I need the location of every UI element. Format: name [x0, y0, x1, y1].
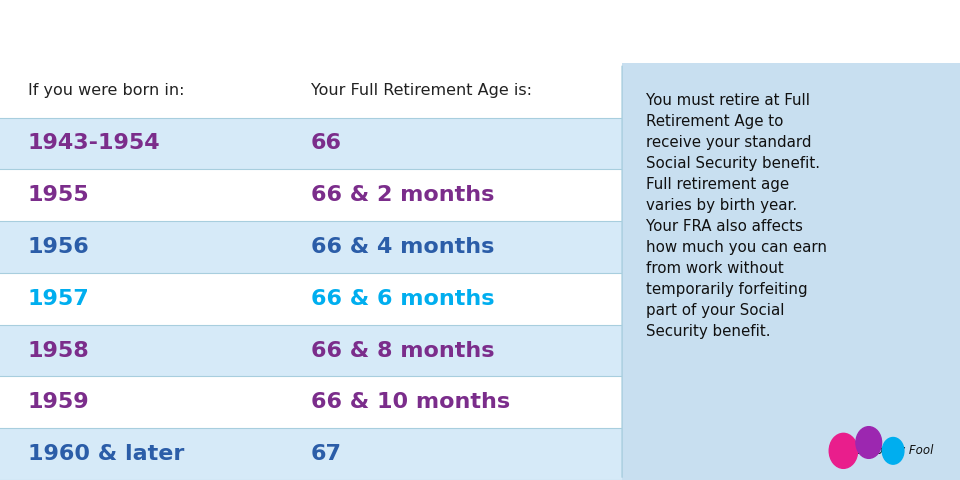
Text: 1943-1954: 1943-1954: [28, 133, 160, 154]
Circle shape: [856, 427, 881, 458]
Text: 1957: 1957: [28, 289, 89, 309]
Text: 67: 67: [311, 444, 342, 464]
Bar: [0, 169, 622, 221]
Text: 1955: 1955: [28, 185, 89, 205]
Bar: [0, 221, 622, 273]
Bar: [0, 324, 622, 376]
Text: If you were born in:: If you were born in:: [28, 83, 184, 98]
Circle shape: [829, 433, 857, 468]
Text: The Motley Fool: The Motley Fool: [840, 444, 933, 457]
Text: 1960 & later: 1960 & later: [28, 444, 184, 464]
Text: Your Full Retirement Age is:: Your Full Retirement Age is:: [311, 83, 532, 98]
Text: 1958: 1958: [28, 340, 89, 360]
Bar: [0, 376, 622, 428]
Text: 66 & 2 months: 66 & 2 months: [311, 185, 494, 205]
Circle shape: [882, 437, 904, 464]
Text: SOCIAL SECURITY FULL RETIREMENT AGE: SOCIAL SECURITY FULL RETIREMENT AGE: [60, 15, 900, 48]
Text: 66: 66: [311, 133, 342, 154]
Text: 66 & 4 months: 66 & 4 months: [311, 237, 494, 257]
Bar: [0, 63, 622, 118]
Text: 1959: 1959: [28, 392, 89, 412]
Text: 66 & 10 months: 66 & 10 months: [311, 392, 510, 412]
Bar: [0, 273, 622, 324]
Bar: [0, 118, 622, 169]
Bar: [0, 428, 622, 480]
Text: 66 & 6 months: 66 & 6 months: [311, 289, 494, 309]
Text: 1956: 1956: [28, 237, 89, 257]
Text: 66 & 8 months: 66 & 8 months: [311, 340, 494, 360]
Text: You must retire at Full
Retirement Age to
receive your standard
Social Security : You must retire at Full Retirement Age t…: [646, 93, 827, 338]
